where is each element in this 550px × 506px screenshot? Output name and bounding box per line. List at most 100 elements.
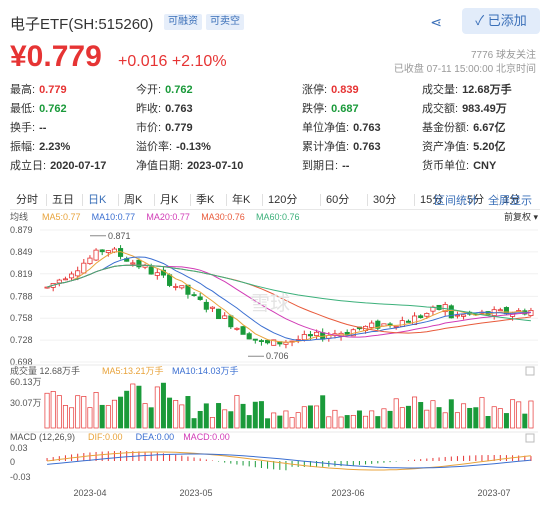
candle-body [418, 315, 424, 318]
candle-body [62, 278, 68, 281]
stat-label: 成交量: [422, 84, 459, 96]
candle-body [197, 296, 203, 300]
added-watchlist-button[interactable]: ✓ 已添加 [462, 8, 540, 34]
macd-tick: -0.03 [10, 472, 31, 482]
volume-bar [473, 407, 479, 429]
volume-bar [350, 415, 356, 429]
macd-tick: 0.03 [10, 443, 28, 453]
tab-period[interactable]: 60分 [326, 194, 350, 206]
candle-body [209, 306, 215, 309]
volume-bar [363, 415, 369, 429]
stat-item: 成交额: 983.49万 [422, 101, 507, 117]
volume-bar [173, 400, 179, 429]
price-change: +0.016 +2.10% [118, 53, 227, 70]
tab-period[interactable]: 月K [160, 194, 179, 206]
tab-period[interactable]: 120分 [268, 194, 298, 206]
tab-period[interactable]: 季K [196, 194, 215, 206]
stat-item: 资产净值: 5.20亿 [422, 139, 505, 155]
volume-bar [314, 405, 320, 429]
candle-body [216, 308, 222, 320]
tab-divider [190, 194, 191, 206]
volume-bar [369, 410, 375, 429]
stat-label: 市价: [136, 122, 162, 134]
volume-bar [405, 405, 411, 429]
high-marker-label: 0.871 [108, 231, 131, 241]
volume-bar [522, 413, 528, 429]
volume-bar [160, 382, 166, 429]
volume-bar [399, 407, 405, 429]
stat-label: 基金份额: [422, 122, 470, 134]
volume-settings-icon[interactable] [525, 366, 535, 376]
header: 电子ETF(SH:515260) 可融资 可卖空 ⋖ ✓ 已添加 [10, 8, 540, 36]
candle-body [179, 285, 185, 289]
tab-divider [118, 194, 119, 206]
stat-value: 0.687 [331, 103, 359, 115]
candle-body [44, 286, 50, 289]
volume-bar [191, 418, 197, 429]
candle-body [461, 314, 467, 317]
volume-label: 成交量 12.68万手 [10, 365, 80, 376]
volume-bar [418, 402, 424, 429]
tab-period[interactable]: 5分 [467, 194, 485, 206]
watermark: 雪球 [250, 292, 290, 315]
volume-bar [87, 407, 93, 429]
volume-bar [50, 391, 56, 429]
stat-item: 今开: 0.762 [136, 82, 193, 98]
stat-value: 0.763 [165, 103, 193, 115]
macd-value: MACD:0.00 [183, 432, 230, 442]
range-stats-link[interactable]: 区间统计 [434, 195, 478, 207]
stat-value: 0.763 [353, 122, 381, 134]
tab-period[interactable]: 五日 [52, 194, 74, 206]
tab-period[interactable]: 15分 [420, 194, 444, 206]
stat-label: 资产净值: [422, 141, 470, 153]
volume-bar [307, 405, 313, 429]
watchers-count[interactable]: 7776 球友关注 [470, 50, 536, 61]
stat-value: 5.20亿 [473, 141, 506, 153]
volume-bar [295, 412, 301, 429]
volume-tick: 30.07万 [10, 398, 42, 408]
stat-item: 涨停: 0.839 [302, 82, 359, 98]
tab-period[interactable]: 30分 [373, 194, 397, 206]
stat-label: 货币单位: [422, 160, 470, 172]
kline-chart[interactable]: 均线 MA5:0.77 MA10:0.77 MA20:0.77 MA30:0.76 MA6… [10, 210, 540, 500]
tab-period[interactable]: 1分 [503, 194, 521, 206]
kline-svg[interactable]: 均线 MA5:0.77 MA10:0.77 MA20:0.77 MA30:0.76 MA6… [10, 210, 540, 500]
tab-period[interactable]: 分时 [16, 194, 38, 206]
tab-divider [262, 194, 263, 206]
volume-bar [179, 404, 185, 429]
share-icon[interactable]: ⋖ [430, 14, 442, 30]
stat-value: 0.762 [39, 103, 67, 115]
volume-bar [265, 418, 271, 429]
volume-bar [448, 399, 454, 429]
ma-label: MA60:0.76 [256, 212, 300, 222]
ma-line [46, 251, 531, 343]
stat-item: 基金份额: 6.67亿 [422, 120, 505, 136]
stat-value: 0.839 [331, 84, 359, 96]
tab-period[interactable]: 日K [88, 194, 107, 206]
tab-period[interactable]: 周K [124, 194, 143, 206]
candle-body [99, 249, 105, 253]
current-price: ¥0.779 [10, 40, 102, 73]
candle-body [69, 273, 75, 279]
macd-settings-icon[interactable] [525, 433, 535, 443]
macd-tick: 0 [10, 457, 15, 467]
quote-row: ¥0.779 +0.016 +2.10% 7776 球友关注 已收盘 07-11… [10, 40, 540, 76]
ma-label: MA10:0.77 [92, 212, 136, 222]
fullscreen-link[interactable]: 全屏显示 [488, 195, 532, 207]
ma-line [46, 264, 531, 322]
volume-tick: 60.13万 [10, 377, 42, 387]
stat-label: 涨停: [302, 84, 328, 96]
volume-bar [503, 413, 509, 429]
stat-value: 6.67亿 [473, 122, 506, 134]
stat-item: 净值日期: 2023-07-10 [136, 158, 243, 174]
volume-bar [497, 408, 503, 429]
volume-bar [510, 399, 516, 429]
candle-body [222, 315, 228, 319]
volume-bar [222, 409, 228, 429]
tab-period[interactable]: 年K [232, 194, 251, 206]
stat-label: 跌停: [302, 103, 328, 115]
stat-label: 单位净值: [302, 122, 350, 134]
candle-body [173, 286, 179, 288]
stat-label: 成立日: [10, 160, 47, 172]
volume-bar [356, 410, 362, 429]
